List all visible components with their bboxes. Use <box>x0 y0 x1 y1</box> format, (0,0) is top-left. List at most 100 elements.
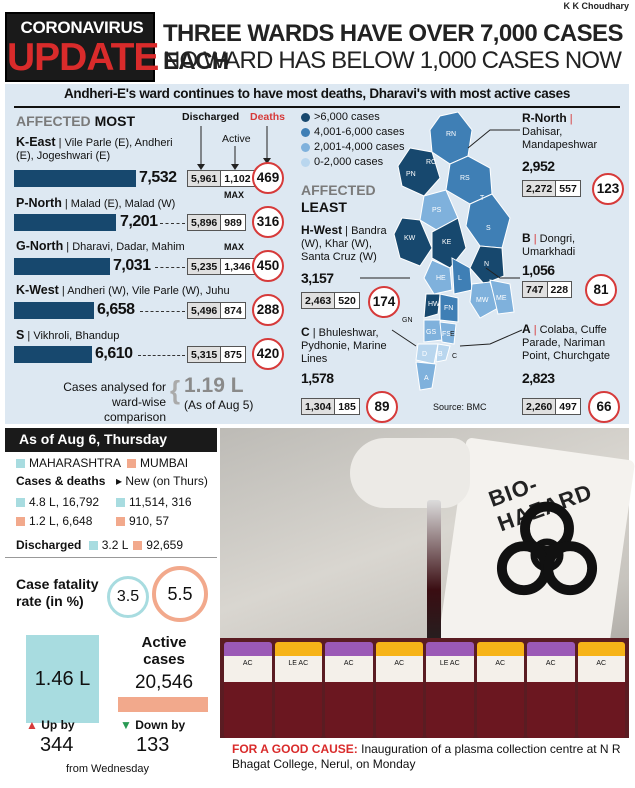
ward-areas: Colaba, Cuffe Parade, Nariman Point, Chu… <box>522 324 611 362</box>
tube-row: AC LE AC AC AC LE AC AC AC AC <box>220 642 629 738</box>
deaths-circle: 420 <box>252 338 284 370</box>
ward-areas: Dongri, Umarkhadi <box>522 233 576 258</box>
ward-s: S | Vikhroli, Bhandup <box>16 329 119 343</box>
map-label: PN <box>406 171 416 178</box>
cases-label: Cases & deaths <box>16 474 106 488</box>
affected-word: AFFECTED <box>16 113 91 129</box>
map-legend: >6,000 cases 4,001-6,000 cases 2,001-4,0… <box>301 110 405 170</box>
column-arrows <box>197 126 271 170</box>
active-mum: 20,546 <box>134 672 194 693</box>
ward-code: R-North <box>522 111 567 125</box>
active-label: Active cases <box>118 634 210 668</box>
source-note: Source: BMC <box>433 402 487 412</box>
ward-k-west: K-West | Andheri (W), Vile Parle (W), Ju… <box>16 284 230 298</box>
legend-dot <box>301 158 310 167</box>
mh-discharged: 3.2 L <box>101 538 128 552</box>
mum-new: 910, 57 <box>129 514 170 528</box>
map-label: ME <box>496 295 507 302</box>
tube: AC <box>577 642 625 738</box>
cfr-label-2: rate (in %) <box>16 593 84 609</box>
analysed-text1: Cases analysed for <box>63 380 166 394</box>
legend-dot <box>301 128 310 137</box>
legend-swatch <box>133 541 143 551</box>
map-label: C <box>452 353 457 360</box>
max-label: MAX <box>224 190 244 200</box>
map-label: RN <box>446 131 456 138</box>
mumbai-ward-map: RC RN RS PN PS T KW KE S N HE L HW MW ME… <box>393 111 515 391</box>
ward-total: 2,823 <box>522 370 555 386</box>
map-label: N <box>484 261 489 268</box>
ward-areas: | Dharavi, Dadar, Mahim <box>63 241 185 253</box>
ward-r-north: R-North | Dahisar, Mandapeshwar <box>522 112 626 152</box>
least-affected-title: AFFECTED LEAST <box>301 182 376 216</box>
ward-code: K-East <box>16 135 56 149</box>
ward-total: 6,658 <box>97 301 135 318</box>
map-leader-lines <box>360 129 523 347</box>
map-label: KW <box>404 235 416 242</box>
active-value: 874 <box>224 305 242 317</box>
ward-stats: 1,304 185 <box>301 398 360 415</box>
legend-dot <box>301 113 310 122</box>
up-label-text: Up by <box>41 718 75 732</box>
analysed-note: (As of Aug 5) <box>184 398 254 412</box>
legend-swatch <box>127 459 137 469</box>
down-label: ▼ Down by <box>120 718 185 732</box>
ward-areas: Dahisar, Mandapeshwar <box>522 126 598 151</box>
ward-stats: 2,463 520 <box>301 292 360 309</box>
map-label: E <box>450 331 455 338</box>
active-value: 989 <box>224 217 242 229</box>
mum-cases: 1.2 L, 6,648 <box>29 514 93 528</box>
col-active: Active <box>222 133 251 145</box>
ward-stats: 5,896 989 <box>187 214 246 231</box>
ward-areas: | Bandra (W), Khar (W), Santa Cruz (W) <box>301 225 387 263</box>
leader-line <box>155 267 185 268</box>
ward-stats: 5,961 1,102 <box>187 170 255 187</box>
new-label: ▸ New (on Thurs) <box>116 474 208 488</box>
divider <box>14 106 620 108</box>
active-value: 185 <box>338 401 356 413</box>
map-label: RC <box>426 159 436 166</box>
ward-b: B | Dongri, Umarkhadi <box>522 232 626 259</box>
legend-swatch <box>116 498 125 508</box>
leader-line <box>140 311 185 312</box>
ward-g-north: G-North | Dharavi, Dadar, Mahim <box>16 240 185 254</box>
discharged-value: 5,235 <box>188 259 222 274</box>
map-label: S <box>486 225 491 232</box>
new-values: 11,514, 316 910, 57 <box>116 493 192 531</box>
map-label: A <box>424 375 429 382</box>
analysed-text2: ward-wise comparison <box>103 395 166 424</box>
ward-total: 7,532 <box>139 169 177 186</box>
col-deaths: Deaths <box>250 111 286 123</box>
active-label-1: Active <box>141 634 187 651</box>
map-label: HE <box>436 275 446 282</box>
ward-total: 7,031 <box>113 257 151 274</box>
up-label: ▲ Up by <box>26 718 75 732</box>
tube: AC <box>527 642 575 738</box>
caption-text: Inauguration of a plasma collection cent… <box>232 742 621 771</box>
cases-values: 4.8 L, 16,792 1.2 L, 6,648 <box>16 493 99 531</box>
flag-line1: CORONAVIRUS <box>20 18 144 37</box>
active-value: 497 <box>559 401 577 413</box>
ward-h-west: H-West | Bandra (W), Khar (W), Santa Cru… <box>301 224 401 264</box>
mh-new: 11,514, 316 <box>129 495 192 509</box>
ward-code: K-West <box>16 283 59 297</box>
active-value: 228 <box>550 284 569 296</box>
map-label: FN <box>444 305 453 312</box>
discharged-value: 2,463 <box>302 293 336 308</box>
ward-total: 3,157 <box>301 270 334 286</box>
deaths-circle: 81 <box>585 274 617 306</box>
map-label: KE <box>442 239 452 246</box>
ward-code: P-North <box>16 196 62 210</box>
col-discharged: Discharged <box>182 111 240 123</box>
deaths-circle: 288 <box>252 294 284 326</box>
cfr-label-1: Case fatality <box>16 576 99 592</box>
flag-line2: UPDATE <box>7 36 159 79</box>
caption-lead: FOR A GOOD CAUSE: <box>232 742 358 756</box>
active-mum-bar <box>118 697 208 712</box>
headline-2: NO WARD HAS BELOW 1,000 CASES NOW <box>163 47 622 74</box>
analysed-label: Cases analysed for ward-wise comparison <box>50 380 166 425</box>
ward-stats: 2,272 557 <box>522 180 581 197</box>
gloved-hand <box>350 438 470 508</box>
map-label: GN <box>402 317 413 324</box>
ward-areas: | Vile Parle (E), Andheri (E), Jogeshwar… <box>16 137 173 162</box>
